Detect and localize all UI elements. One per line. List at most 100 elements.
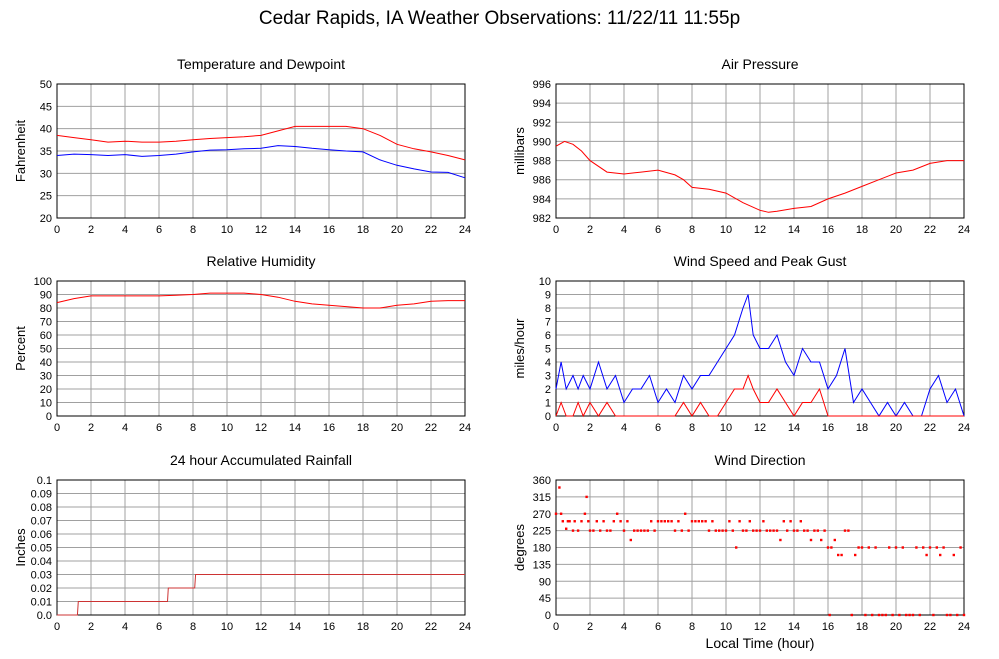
- x-tick-label: 12: [255, 621, 267, 633]
- data-point: [571, 529, 575, 532]
- y-axis-label: Percent: [13, 326, 28, 371]
- x-tick-label: 6: [156, 422, 162, 434]
- data-point: [711, 520, 714, 523]
- x-tick-label: 20: [391, 224, 403, 236]
- y-tick-label: 10: [539, 276, 551, 288]
- data-point: [772, 529, 775, 532]
- x-tick-label: 0: [553, 422, 559, 434]
- y-tick-label: 50: [40, 79, 52, 91]
- data-point: [592, 529, 595, 532]
- data-point: [612, 520, 615, 523]
- x-tick-label: 22: [924, 224, 936, 236]
- data-point: [962, 613, 966, 617]
- data-point: [704, 520, 707, 523]
- data-point: [792, 529, 796, 532]
- y-tick-label: 0.05: [31, 543, 52, 555]
- data-point: [554, 512, 558, 515]
- x-tick-label: 24: [459, 621, 471, 633]
- x-tick-label: 10: [720, 621, 732, 633]
- data-point: [779, 538, 782, 542]
- series-line-1: [555, 374, 964, 418]
- y-axis-label: Fahrenheit: [13, 120, 28, 183]
- data-point: [789, 520, 792, 523]
- plot-frame: [56, 479, 466, 616]
- data-point: [667, 520, 670, 523]
- data-point: [748, 520, 751, 523]
- y-tick-label: 9: [545, 290, 551, 302]
- x-tick-label: 12: [754, 621, 766, 633]
- data-point: [765, 529, 768, 532]
- data-point: [684, 512, 687, 515]
- x-tick-label: 4: [621, 224, 627, 236]
- x-tick-label: 20: [890, 422, 902, 434]
- x-tick-label: 10: [221, 621, 233, 633]
- data-point: [898, 613, 901, 617]
- y-axis-label: degrees: [512, 524, 527, 571]
- data-point: [796, 529, 799, 532]
- data-point: [884, 613, 887, 617]
- plot-frame: [56, 83, 466, 219]
- data-point: [905, 613, 908, 617]
- data-point: [633, 529, 636, 532]
- y-tick-label: 996: [533, 79, 551, 91]
- data-point: [786, 529, 789, 532]
- data-point: [932, 613, 935, 617]
- data-point: [871, 613, 874, 617]
- data-point: [576, 529, 580, 532]
- plot-frame: [555, 83, 965, 219]
- y-tick-label: 80: [40, 303, 52, 315]
- data-point: [888, 546, 891, 549]
- x-tick-label: 4: [621, 621, 627, 633]
- y-tick-label: 994: [533, 98, 551, 110]
- y-tick-label: 8: [545, 303, 551, 315]
- data-point: [949, 613, 952, 617]
- x-tick-label: 14: [289, 422, 301, 434]
- data-point: [928, 546, 932, 549]
- data-point: [828, 613, 831, 617]
- data-point: [803, 529, 806, 532]
- data-point: [911, 613, 915, 617]
- data-point: [558, 486, 561, 489]
- x-tick-label: 18: [856, 621, 868, 633]
- y-tick-label: 1: [545, 398, 551, 410]
- x-tick-label: 24: [459, 422, 471, 434]
- x-tick-label: 8: [190, 422, 196, 434]
- x-tick-label: 0: [553, 621, 559, 633]
- y-tick-label: 984: [533, 194, 551, 206]
- data-point: [697, 520, 700, 523]
- data-point: [806, 529, 809, 532]
- x-tick-label: 16: [323, 422, 335, 434]
- y-tick-label: 7: [545, 317, 551, 329]
- y-axis-label: millibars: [512, 127, 527, 175]
- data-point: [653, 529, 656, 532]
- data-point: [755, 529, 758, 532]
- y-tick-label: 90: [40, 290, 52, 302]
- data-point: [901, 546, 904, 549]
- data-point: [775, 529, 779, 532]
- y-axis-label: miles/hour: [512, 318, 527, 379]
- data-point: [823, 529, 826, 532]
- x-tick-label: 24: [958, 621, 970, 633]
- page-title: Cedar Rapids, IA Weather Observations: 1…: [258, 8, 741, 29]
- x-tick-label: 14: [788, 422, 800, 434]
- data-point: [721, 529, 724, 532]
- data-point: [619, 520, 622, 523]
- y-tick-label: 45: [539, 593, 551, 605]
- series-line-0: [555, 294, 965, 417]
- data-point: [595, 520, 598, 523]
- y-axis-label: Inches: [13, 528, 28, 567]
- x-tick-label: 8: [689, 621, 695, 633]
- series-line-0: [555, 140, 964, 213]
- x-tick-label: 12: [754, 422, 766, 434]
- data-point: [616, 512, 619, 515]
- x-tick-label: 10: [221, 224, 233, 236]
- y-tick-label: 70: [40, 317, 52, 329]
- x-tick-label: 18: [856, 422, 868, 434]
- y-tick-label: 0.1: [37, 475, 52, 487]
- data-point: [568, 520, 571, 523]
- x-tick-label: 8: [190, 224, 196, 236]
